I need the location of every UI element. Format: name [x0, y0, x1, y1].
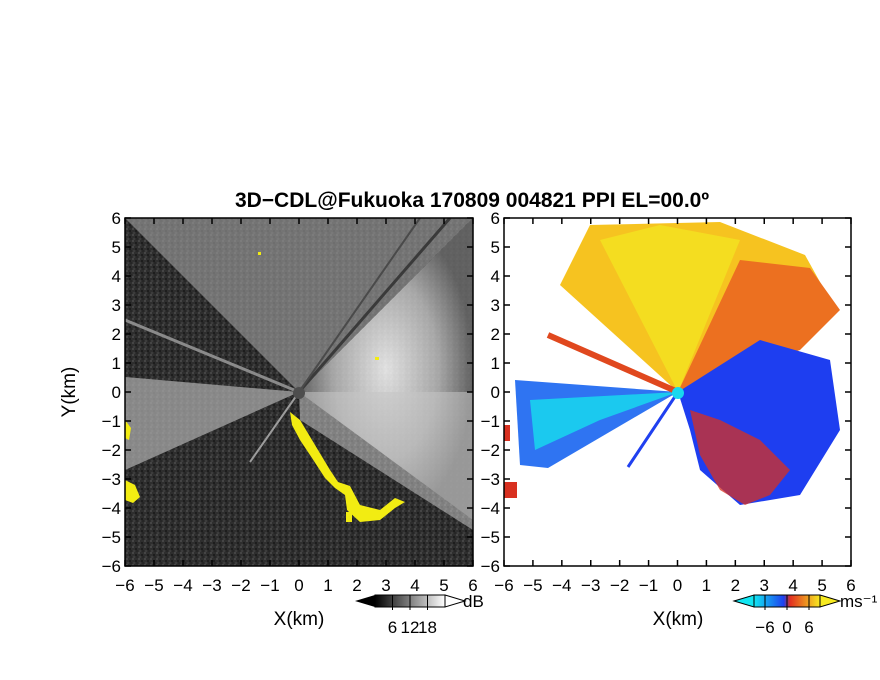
x-tick-label: −1: [639, 576, 658, 595]
reflectivity-image: [125, 218, 473, 566]
y-tick-label: −1: [481, 412, 500, 431]
x-tick-label: −6: [115, 576, 134, 595]
y-tick-label: −6: [102, 557, 121, 576]
beam-line: [125, 318, 300, 394]
mixed-sector: [690, 410, 790, 505]
y-tick-label: 1: [491, 354, 500, 373]
y-tick-label: 5: [112, 238, 121, 257]
colorbar-unit: ms⁻¹: [840, 592, 878, 611]
y-tick-label: 2: [112, 325, 121, 344]
y-tick-label: −3: [102, 470, 121, 489]
x-tick-label: 0: [294, 576, 303, 595]
y-tick-label: 4: [112, 267, 121, 286]
beam-line: [546, 332, 680, 395]
x-tick-label: 2: [352, 576, 361, 595]
y-axis-title: Y(km): [59, 367, 80, 418]
dark-wedge: [125, 392, 473, 566]
x-tick-label: 0: [673, 576, 682, 595]
radar-site-marker: [672, 387, 684, 399]
reflectivity-axis-ticks: −6 −5 −4 −3 −2 −1 0 1 2 3 4 5 6 −6 −5 −4 −3 −2 −1 0 1 2 3 4 5 6: [102, 209, 478, 595]
bright-sector: [125, 377, 299, 470]
x-tick-label: −1: [260, 576, 279, 595]
x-tick-label: −3: [202, 576, 221, 595]
reflectivity-panel: −6 −5 −4 −3 −2 −1 0 1 2 3 4 5 6 −6 −5 −4 −3 −2 −1 0 1 2 3 4 5 6 X…: [59, 209, 478, 630]
x-tick-label: −4: [173, 576, 192, 595]
y-tick-label: −3: [481, 470, 500, 489]
y-tick-label: −1: [102, 412, 121, 431]
y-tick-label: 3: [491, 296, 500, 315]
y-tick-label: −6: [481, 557, 500, 576]
x-tick-label: 4: [788, 576, 797, 595]
x-tick-label: 5: [439, 576, 448, 595]
beam-line: [626, 391, 680, 468]
colorbar-arrow-low: [355, 595, 375, 607]
x-tick-label: −6: [494, 576, 513, 595]
x-tick-label: −5: [144, 576, 163, 595]
dark-wedge: [125, 260, 299, 392]
x-tick-label: 6: [468, 576, 477, 595]
colorbar-arrow-high: [444, 594, 467, 608]
beam-line: [249, 391, 300, 463]
y-tick-label: 5: [491, 238, 500, 257]
velocity-colorbar: ms⁻¹ −6 0 6: [732, 592, 878, 637]
receding-sector: [678, 260, 840, 392]
colorbar-tick-label: 0: [782, 618, 791, 637]
colorbar-tick-label: 6: [388, 618, 397, 637]
y-tick-label: −5: [102, 528, 121, 547]
colorbar-arrow-high: [819, 594, 842, 608]
colorbar-arrow-low: [732, 594, 755, 608]
x-tick-label: −2: [231, 576, 250, 595]
colorbar-tick-label: −6: [755, 618, 774, 637]
x-axis-title: X(km): [274, 609, 325, 630]
highlight-echo: [125, 252, 405, 522]
y-tick-label: 0: [491, 383, 500, 402]
beam-line: [297, 218, 452, 393]
colorbar-tick-label: 18: [418, 618, 437, 637]
y-tick-label: 1: [112, 354, 121, 373]
y-tick-label: −4: [481, 499, 500, 518]
y-tick-label: 4: [491, 267, 500, 286]
velocity-image: [504, 218, 851, 566]
figure-title: 3D−CDL@Fukuoka 170809 004821 PPI EL=00.0…: [235, 189, 709, 212]
x-tick-label: 1: [702, 576, 711, 595]
x-tick-label: −3: [581, 576, 600, 595]
y-tick-label: −4: [102, 499, 121, 518]
y-tick-label: −2: [481, 441, 500, 460]
x-tick-label: 3: [760, 576, 769, 595]
y-tick-label: 6: [112, 209, 121, 228]
colorbar-ticks: −6 0 6: [755, 595, 814, 637]
colorbar-tick-label: 12: [401, 618, 420, 637]
x-tick-label: 5: [817, 576, 826, 595]
x-tick-label: 6: [846, 576, 855, 595]
receding-sector: [600, 225, 740, 392]
x-tick-label: 4: [410, 576, 419, 595]
bright-sector: [125, 218, 473, 392]
approaching-sector: [530, 392, 678, 450]
bright-sector: [299, 392, 473, 530]
x-tick-label: −2: [610, 576, 629, 595]
x-tick-label: −5: [523, 576, 542, 595]
y-tick-label: 2: [491, 325, 500, 344]
x-tick-label: 1: [323, 576, 332, 595]
y-tick-label: 0: [112, 383, 121, 402]
x-tick-label: 3: [381, 576, 390, 595]
x-tick-label: −4: [552, 576, 571, 595]
y-tick-label: 3: [112, 296, 121, 315]
x-axis-title: X(km): [653, 609, 704, 630]
radar-site-marker: [293, 387, 305, 399]
beam-line: [298, 218, 421, 393]
colorbar-unit: dB: [463, 592, 484, 611]
y-tick-label: −5: [481, 528, 500, 547]
y-tick-label: −2: [102, 441, 121, 460]
colorbar-tick-label: 6: [804, 618, 813, 637]
y-tick-label: 6: [491, 209, 500, 228]
x-tick-label: 2: [731, 576, 740, 595]
